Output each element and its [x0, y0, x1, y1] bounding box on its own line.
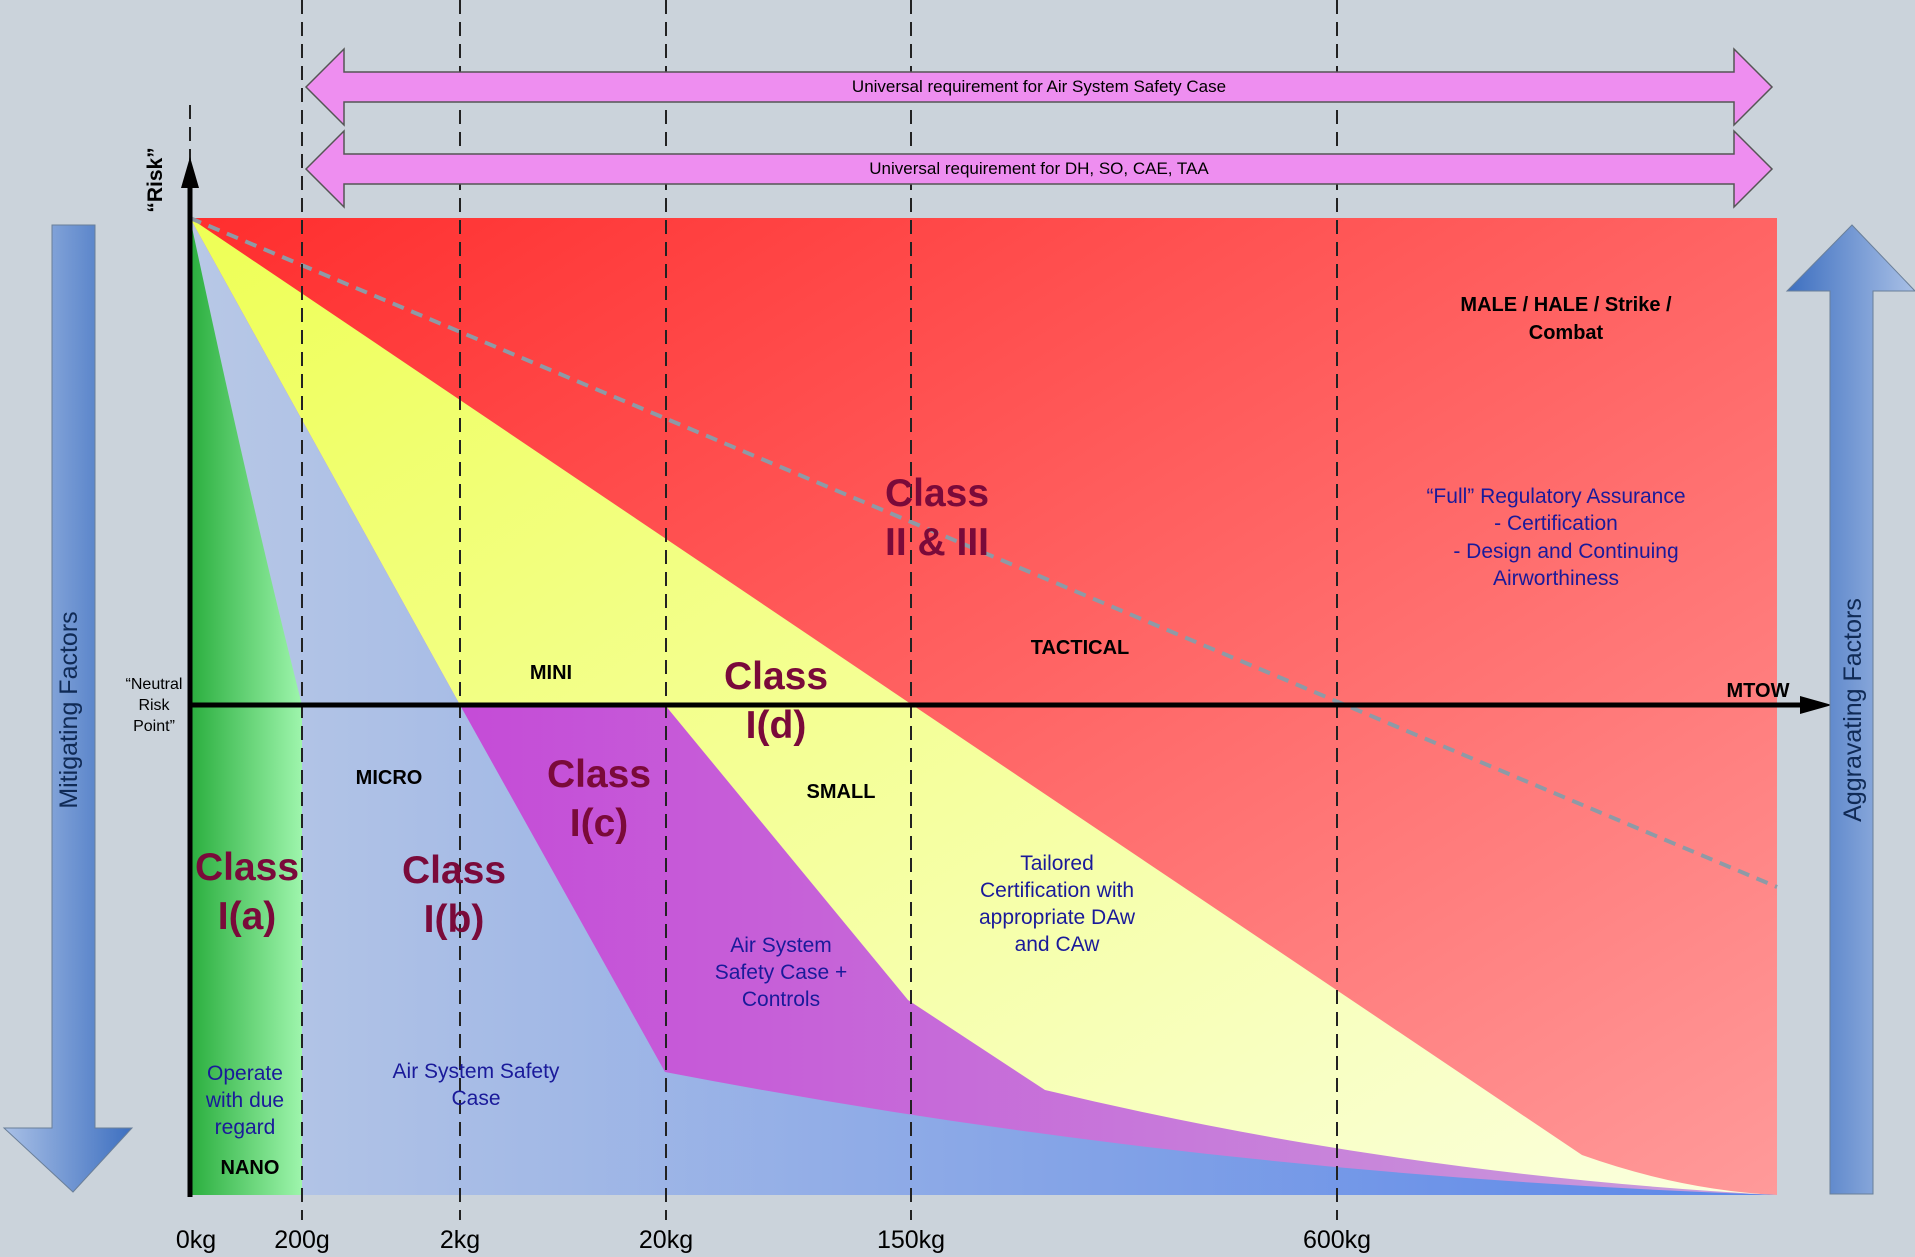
class-id-line-1: Class: [724, 655, 828, 698]
full-assurance-note-4: Airworthiness: [1493, 567, 1619, 590]
class-id-line-2: I(d): [746, 704, 807, 747]
operate-note-2: with due: [205, 1089, 284, 1112]
class-labels: Class I(a) Class I(b) Class I(c) Class I…: [195, 472, 989, 941]
y-axis-arrowhead: [181, 157, 199, 188]
safety-controls-note-3: Controls: [742, 988, 820, 1011]
safety-case-arrow: Universal requirement for Air System Saf…: [304, 47, 1774, 127]
tailored-note-2: Certification with: [980, 879, 1134, 902]
full-assurance-note-3: - Design and Continuing: [1453, 540, 1678, 563]
mtow-label: MTOW: [1727, 680, 1790, 702]
tick-20kg: 20kg: [639, 1226, 693, 1254]
tailored-note-3: appropriate DAw: [979, 906, 1136, 929]
category-labels: NANO MICRO MINI SMALL TACTICAL MALE / HA…: [221, 294, 1672, 1179]
x-axis-arrowhead: [1800, 696, 1832, 714]
tick-600kg: 600kg: [1303, 1226, 1371, 1254]
risk-trend-line: [189, 216, 1778, 889]
operate-note-1: Operate: [207, 1062, 283, 1085]
mitigating-factors-label: Mitigating Factors: [55, 611, 83, 808]
mitigating-arrow: Mitigating Factors: [2, 224, 134, 1193]
safety-controls-note-1: Air System: [730, 934, 832, 957]
tick-200g: 200g: [274, 1226, 330, 1254]
aggravating-factors-label: Aggravating Factors: [1839, 598, 1867, 822]
tick-2kg: 2kg: [440, 1226, 480, 1254]
operate-note-3: regard: [215, 1116, 276, 1139]
neutral-line-2: Risk: [138, 697, 170, 714]
aggravating-arrow: Aggravating Factors: [1785, 224, 1915, 1195]
mini-label: MINI: [530, 662, 572, 684]
safety-controls-note-2: Safety Case +: [715, 961, 848, 984]
blue-region: [190, 218, 1777, 1195]
male-hale-label-1: MALE / HALE / Strike /: [1460, 294, 1672, 316]
class-ia-line-2: I(a): [218, 895, 277, 938]
small-label: SMALL: [807, 781, 876, 803]
class-ii-line-2: II & III: [885, 521, 989, 564]
dh-so-arrow: Universal requirement for DH, SO, CAE, T…: [304, 129, 1774, 209]
tailored-note-1: Tailored: [1020, 852, 1094, 875]
full-assurance-note-2: - Certification: [1494, 512, 1618, 535]
class-ib-line-2: I(b): [424, 898, 485, 941]
male-hale-label-2: Combat: [1529, 322, 1604, 344]
tick-labels: 0kg 200g 2kg 20kg 150kg 600kg: [176, 1226, 1371, 1254]
safety-case-note-1: Air System Safety: [393, 1060, 560, 1083]
micro-label: MICRO: [356, 767, 423, 789]
class-ic-line-2: I(c): [570, 802, 629, 845]
class-ic-line-1: Class: [547, 753, 651, 796]
tactical-label: TACTICAL: [1031, 637, 1130, 659]
risk-axis-label: “Risk”: [144, 147, 167, 212]
full-assurance-note-1: “Full” Regulatory Assurance: [1426, 485, 1685, 508]
neutral-risk-point-label: “Neutral Risk Point”: [126, 676, 183, 735]
nano-label: NANO: [221, 1157, 280, 1179]
tick-0kg: 0kg: [176, 1226, 216, 1254]
safety-case-note-2: Case: [451, 1087, 500, 1110]
class-ia-line-1: Class: [195, 846, 299, 889]
safety-case-arrow-label: Universal requirement for Air System Saf…: [852, 77, 1226, 96]
class-ii-line-1: Class: [885, 472, 989, 515]
neutral-line-3: Point”: [133, 718, 175, 735]
class-ib-line-1: Class: [402, 849, 506, 892]
neutral-line-1: “Neutral: [126, 676, 183, 693]
dh-so-arrow-label: Universal requirement for DH, SO, CAE, T…: [869, 159, 1209, 178]
tick-150kg: 150kg: [877, 1226, 945, 1254]
regulatory-notes: Operate with due regard Air System Safet…: [205, 485, 1686, 1139]
tailored-note-4: and CAw: [1015, 933, 1101, 956]
weight-gridlines: [189, 0, 1338, 1220]
